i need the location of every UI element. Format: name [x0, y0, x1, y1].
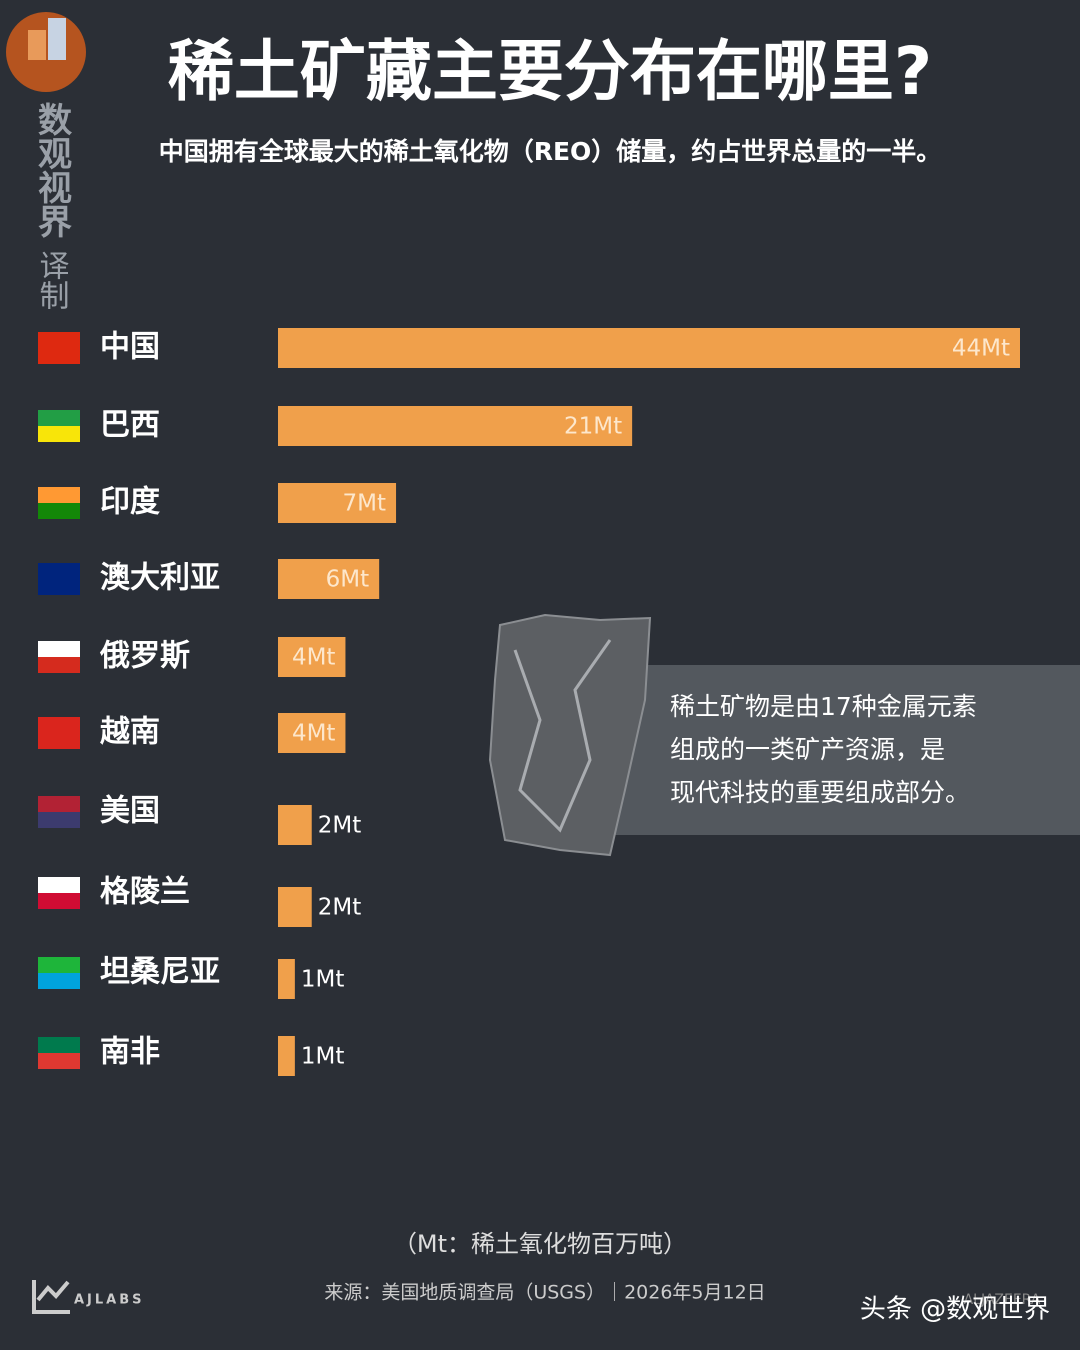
bar	[278, 559, 380, 599]
annotation: 稀土矿物是由17种金属元素	[670, 692, 977, 721]
platform-watermark: 头条 @数观世界	[860, 1295, 1050, 1325]
chart-title: 稀土矿藏主要分布在哪里?	[168, 33, 932, 110]
value-label: 44Mt	[952, 336, 1010, 362]
category-label: 越南	[100, 715, 160, 750]
flag	[38, 973, 80, 989]
rock-image	[488, 613, 652, 857]
category-label: 美国	[100, 794, 160, 829]
lab-logo	[32, 1280, 70, 1314]
channel-logo-block	[28, 30, 46, 60]
channel-logo-block	[48, 18, 66, 60]
rock-texture	[513, 639, 612, 833]
category-label: 坦桑尼亚	[100, 955, 220, 990]
channel-name: 数观视界	[32, 102, 72, 239]
bar	[278, 713, 346, 753]
bar	[278, 959, 295, 999]
value-label: 1Mt	[301, 1044, 345, 1070]
logo-text: ALJAZEERA	[964, 1292, 1041, 1308]
value-label: 6Mt	[326, 567, 370, 593]
category-label: 南非	[100, 1035, 160, 1070]
bar	[278, 483, 397, 523]
flag	[38, 657, 80, 673]
flag	[38, 957, 80, 973]
value-label: 2Mt	[318, 895, 362, 921]
value-label: 4Mt	[292, 645, 336, 671]
flag	[38, 893, 80, 909]
flag	[38, 733, 80, 749]
lab-logo	[36, 1280, 70, 1302]
credit: 译制	[34, 250, 69, 310]
flag	[38, 487, 80, 503]
flag	[38, 717, 80, 733]
bar	[278, 1036, 295, 1076]
flag	[38, 812, 80, 828]
category-label: 澳大利亚	[100, 561, 220, 596]
category-label: 巴西	[100, 408, 160, 443]
bar	[278, 637, 346, 677]
annotation-box	[600, 665, 1080, 835]
category-label: 中国	[100, 330, 160, 365]
value-label: 7Mt	[343, 491, 387, 517]
flag	[38, 1053, 80, 1069]
category-label: 俄罗斯	[99, 639, 190, 674]
flag	[38, 503, 80, 519]
flag	[38, 332, 80, 348]
category-label: 格陵兰	[100, 875, 190, 910]
value-label: 21Mt	[564, 414, 622, 440]
value-label: 4Mt	[292, 721, 336, 747]
flag	[38, 348, 80, 364]
bar	[278, 406, 633, 446]
flag	[38, 1037, 80, 1053]
flag	[38, 641, 80, 657]
category-label: 印度	[100, 485, 160, 520]
flag	[38, 877, 80, 893]
bar	[278, 805, 312, 845]
flag	[38, 579, 80, 595]
value-label: 1Mt	[301, 967, 345, 993]
bar	[278, 887, 312, 927]
bar	[278, 328, 1020, 368]
value-label: 2Mt	[318, 813, 362, 839]
subtitle: 中国拥有全球最大的稀土氧化物（REO）储量，约占世界总量的一半。	[159, 137, 942, 166]
flag	[38, 410, 80, 426]
annotation: 组成的一类矿产资源，是	[670, 735, 945, 764]
unit-note: （Mt：稀土氧化物百万吨）	[393, 1230, 687, 1258]
annotation: 现代科技的重要组成部分。	[670, 778, 970, 807]
source: 来源：美国地质调查局（USGS）｜2026年5月12日	[324, 1282, 765, 1304]
flag	[38, 563, 80, 579]
flag	[38, 426, 80, 442]
flag	[38, 796, 80, 812]
lab-name: AJLABS	[74, 1293, 145, 1308]
